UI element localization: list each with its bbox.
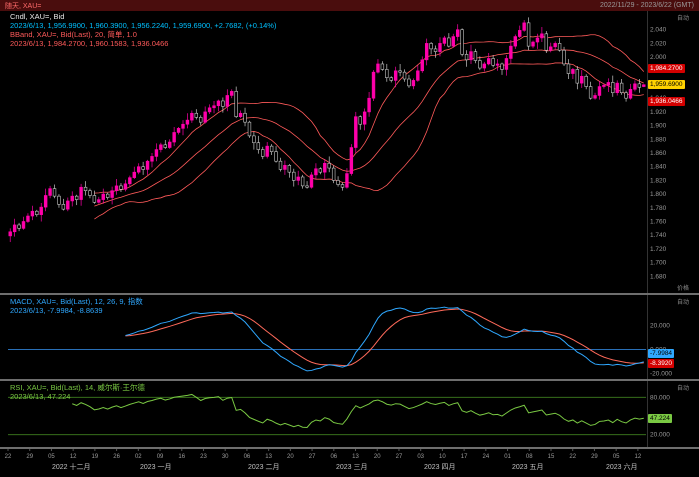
price-tick-label: 1.920	[650, 109, 667, 116]
price-tick-label: 2.040	[650, 27, 667, 34]
bband-lower-line	[94, 62, 644, 220]
macd-value-badge: -7.9984	[648, 349, 675, 358]
x-week-label: 29	[26, 454, 33, 460]
price-tick-label: 1.700	[650, 260, 667, 267]
macd-params: MACD, XAU=, Bid(Last), 12, 26, 9, 指数	[10, 297, 143, 306]
rsi-legend: RSI, XAU=, Bid(Last), 14, 威尔斯·王尔德 2023/6…	[10, 383, 145, 401]
x-week-label: 19	[92, 454, 99, 460]
price-tick-label: 2.020	[650, 40, 667, 47]
date-range-label: 2022/11/29 - 2023/6/22 (GMT)	[599, 2, 694, 9]
price-tick-label: 1.840	[650, 164, 667, 171]
bband-values: 2023/6/13, 1,984.2700, 1,960.1583, 1,936…	[10, 39, 169, 48]
macd-values: 2023/6/13, -7.9984, -8.8639	[10, 306, 103, 315]
macd-tick-label: 20.000	[650, 322, 670, 329]
x-week-label: 24	[482, 454, 489, 460]
price-tick-label: 2.000	[650, 54, 667, 61]
rsi-params: RSI, XAU=, Bid(Last), 14, 威尔斯·王尔德	[10, 383, 145, 392]
x-week-label: 10	[439, 454, 446, 460]
x-week-label: 02	[135, 454, 142, 460]
x-month-label: 2023 一月	[140, 463, 172, 471]
ohlc-values: 2023/6/13, 1,956.9900, 1,960.3900, 1,956…	[10, 21, 277, 30]
last-price-badge: 1,959.6900	[648, 80, 685, 89]
chart-tab-label[interactable]: 随天, XAU=	[5, 2, 42, 10]
main-legend: Cndl, XAU=, Bid 2023/6/13, 1,956.9900, 1…	[10, 12, 276, 48]
price-tick-label: 1.820	[650, 177, 667, 184]
macd-line	[125, 306, 644, 372]
series-title: Cndl, XAU=, Bid	[10, 12, 65, 21]
x-week-label: 01	[504, 454, 511, 460]
x-week-label: 27	[396, 454, 403, 460]
bband-mid-line	[94, 49, 644, 207]
x-week-label: 20	[287, 454, 294, 460]
x-week-label: 06	[330, 454, 337, 460]
x-week-label: 30	[222, 454, 229, 460]
bband-params: BBand, XAU=, Bid(Last), 20, 简单, 1.0	[10, 30, 137, 39]
panel-separator[interactable]	[0, 379, 699, 381]
macd-axis-auto-label[interactable]: 自动	[677, 300, 690, 306]
x-week-label: 08	[526, 454, 533, 460]
x-week-label: 12	[635, 454, 642, 460]
x-week-label: 16	[178, 454, 185, 460]
x-week-label: 13	[265, 454, 272, 460]
rsi-line	[72, 393, 644, 429]
bband-upper-line	[94, 34, 645, 194]
x-week-label: 15	[548, 454, 555, 460]
price-axis-border	[647, 11, 648, 448]
axis-separator	[0, 447, 699, 449]
rsi-tick-label: 80.000	[650, 394, 670, 401]
x-month-label: 2023 三月	[336, 463, 368, 471]
x-week-label: 23	[200, 454, 207, 460]
bband-lower-badge: 1,936.0466	[648, 97, 685, 106]
price-tick-label: 1.780	[650, 205, 667, 212]
macd-tick-label: -20.000	[650, 370, 672, 377]
macd-signal-line	[125, 308, 644, 367]
bband-upper-badge: 1,984.2700	[648, 64, 685, 73]
x-week-label: 17	[461, 454, 468, 460]
x-week-label: 22	[569, 454, 576, 460]
x-month-label: 2023 四月	[424, 463, 456, 471]
macd-legend: MACD, XAU=, Bid(Last), 12, 26, 9, 指数 202…	[10, 297, 143, 315]
top-bar: 随天, XAU= 2022/11/29 - 2023/6/22 (GMT)	[0, 0, 699, 11]
x-week-label: 12	[70, 454, 77, 460]
x-week-label: 13	[352, 454, 359, 460]
price-tick-label: 1.860	[650, 150, 667, 157]
x-week-label: 03	[417, 454, 424, 460]
x-week-label: 05	[48, 454, 55, 460]
rsi-value-badge: 47.224	[648, 414, 672, 423]
x-week-label: 20	[374, 454, 381, 460]
price-tick-label: 1.740	[650, 232, 667, 239]
x-week-label: 05	[613, 454, 620, 460]
x-week-label: 09	[157, 454, 164, 460]
x-month-label: 2022 十二月	[52, 462, 91, 471]
main-axis-name-label: 价格	[677, 286, 690, 292]
x-month-label: 2023 六月	[606, 462, 638, 471]
price-tick-label: 1.680	[650, 273, 667, 280]
x-month-label: 2023 五月	[512, 463, 544, 471]
price-tick-label: 1.720	[650, 246, 667, 253]
x-month-label: 2023 二月	[248, 463, 280, 471]
price-tick-label: 1.760	[650, 219, 667, 226]
main-axis-auto-label[interactable]: 自动	[677, 16, 690, 22]
price-tick-label: 1.800	[650, 191, 667, 198]
macd-signal-badge: -8.3920	[648, 359, 675, 368]
price-tick-label: 1.880	[650, 136, 667, 143]
x-week-label: 26	[113, 454, 120, 460]
panel-separator[interactable]	[0, 293, 699, 295]
price-tick-label: 1.900	[650, 123, 667, 130]
x-week-label: 29	[591, 454, 598, 460]
x-week-label: 06	[244, 454, 251, 460]
x-week-label: 27	[309, 454, 316, 460]
x-week-label: 22	[5, 454, 12, 460]
rsi-axis-auto-label[interactable]: 自动	[677, 386, 690, 392]
rsi-values: 2023/6/13, 47.224	[10, 392, 71, 401]
rsi-tick-label: 20.000	[650, 432, 670, 439]
